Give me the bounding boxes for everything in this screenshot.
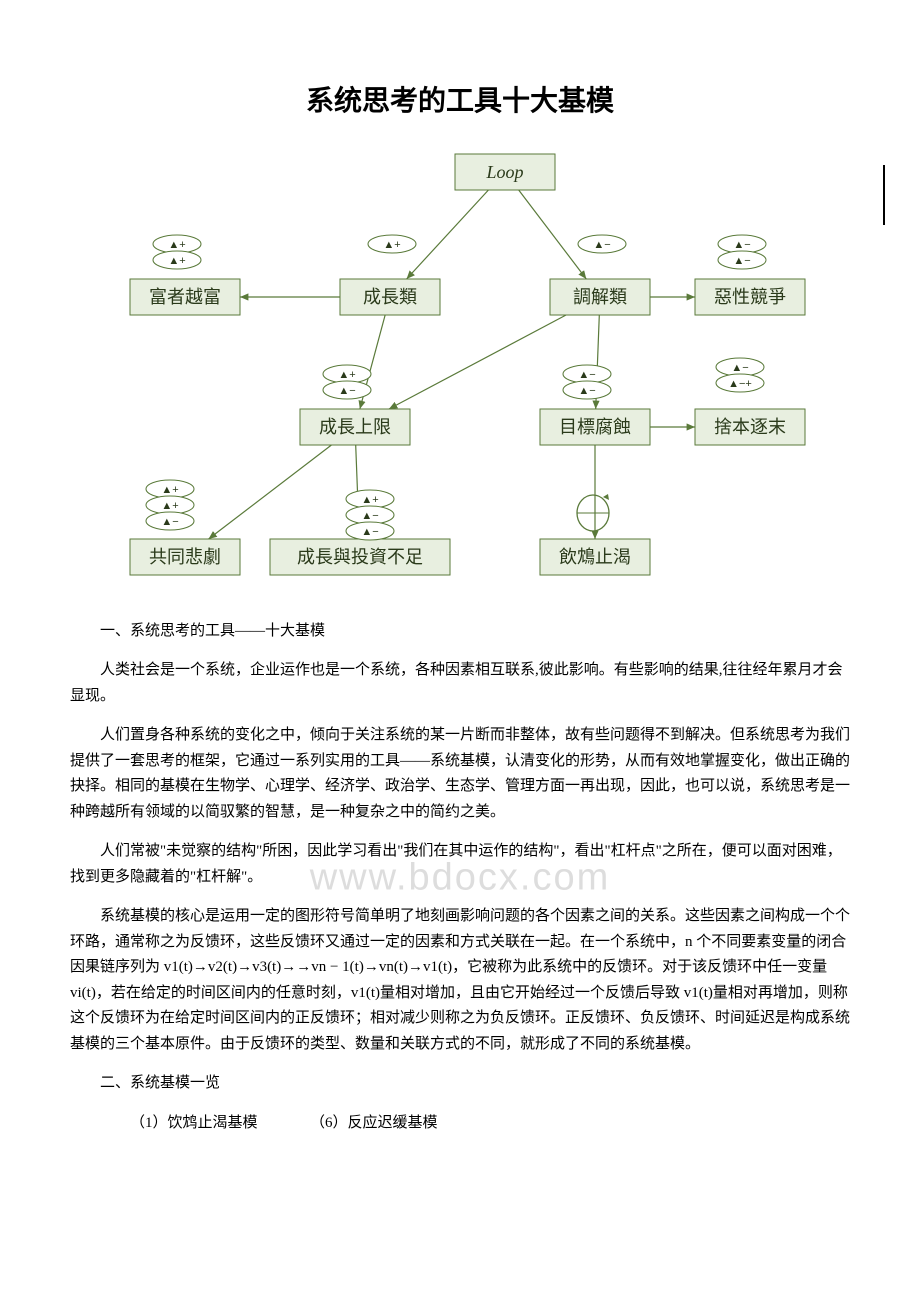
svg-text:▲−: ▲− xyxy=(578,385,595,397)
svg-text:成長上限: 成長上限 xyxy=(319,417,391,437)
list-item-6: （6）反应迟缓基模 xyxy=(310,1115,438,1131)
section-2-heading: 二、系统基模一览 xyxy=(70,1071,850,1097)
svg-text:▲−: ▲− xyxy=(733,255,750,267)
svg-text:▲−: ▲− xyxy=(578,369,595,381)
svg-text:▲−: ▲− xyxy=(361,526,378,538)
svg-text:捨本逐末: 捨本逐末 xyxy=(714,417,786,437)
svg-text:▲+: ▲+ xyxy=(161,500,178,512)
svg-text:成長類: 成長類 xyxy=(363,287,417,307)
archetype-diagram: Loop 富者越富 成長類 調解類 惡性競爭成長上限 目標腐蝕 捨本逐末共同悲劇 成長與投資不… xyxy=(100,149,820,589)
svg-text:▲−: ▲− xyxy=(361,510,378,522)
paragraph-3: 人们常被"未觉察的结构"所困，因此学习看出"我们在其中运作的结构"，看出"杠杆点… xyxy=(70,839,850,890)
svg-text:調解類: 調解類 xyxy=(573,287,627,307)
paragraph-4: 系统基模的核心是运用一定的图形符号简单明了地刻画影响问题的各个因素之间的关系。这… xyxy=(70,904,850,1057)
svg-text:▲−: ▲− xyxy=(733,239,750,251)
svg-text:▲+: ▲+ xyxy=(168,239,185,251)
svg-text:▲−: ▲− xyxy=(338,385,355,397)
svg-text:目標腐蝕: 目標腐蝕 xyxy=(559,417,631,437)
svg-text:▲−+: ▲−+ xyxy=(728,378,752,390)
archetype-list-row-1: （1）饮鸩止渴基模 （6）反应迟缓基模 xyxy=(70,1111,850,1137)
svg-text:飲鴆止渴: 飲鴆止渴 xyxy=(559,547,631,567)
svg-text:▲+: ▲+ xyxy=(361,494,378,506)
svg-text:▲+: ▲+ xyxy=(383,239,400,251)
svg-text:▲−: ▲− xyxy=(731,362,748,374)
svg-text:成長與投資不足: 成長與投資不足 xyxy=(297,547,423,567)
svg-text:▲−: ▲− xyxy=(593,239,610,251)
document-title: 系统思考的工具十大基模 xyxy=(70,79,850,119)
diagram-svg: Loop 富者越富 成長類 調解類 惡性競爭成長上限 目標腐蝕 捨本逐末共同悲劇 成長與投資不… xyxy=(100,149,820,589)
svg-text:富者越富: 富者越富 xyxy=(149,287,221,307)
paragraph-1: 人类社会是一个系统，企业运作也是一个系统，各种因素相互联系,彼此影响。有些影响的… xyxy=(70,658,850,709)
list-item-1: （1）饮鸩止渴基模 xyxy=(130,1115,258,1131)
svg-text:▲+: ▲+ xyxy=(338,369,355,381)
svg-text:▲+: ▲+ xyxy=(168,255,185,267)
section-1-heading: 一、系统思考的工具——十大基模 xyxy=(70,619,850,645)
right-margin-marker xyxy=(883,165,885,225)
svg-text:▲+: ▲+ xyxy=(161,484,178,496)
paragraph-2: 人们置身各种系统的变化之中，倾向于关注系统的某一片断而非整体，故有些问题得不到解… xyxy=(70,723,850,825)
svg-text:惡性競爭: 惡性競爭 xyxy=(714,287,786,307)
svg-text:共同悲劇: 共同悲劇 xyxy=(149,547,221,567)
svg-text:Loop: Loop xyxy=(485,162,523,182)
svg-text:▲−: ▲− xyxy=(161,516,178,528)
